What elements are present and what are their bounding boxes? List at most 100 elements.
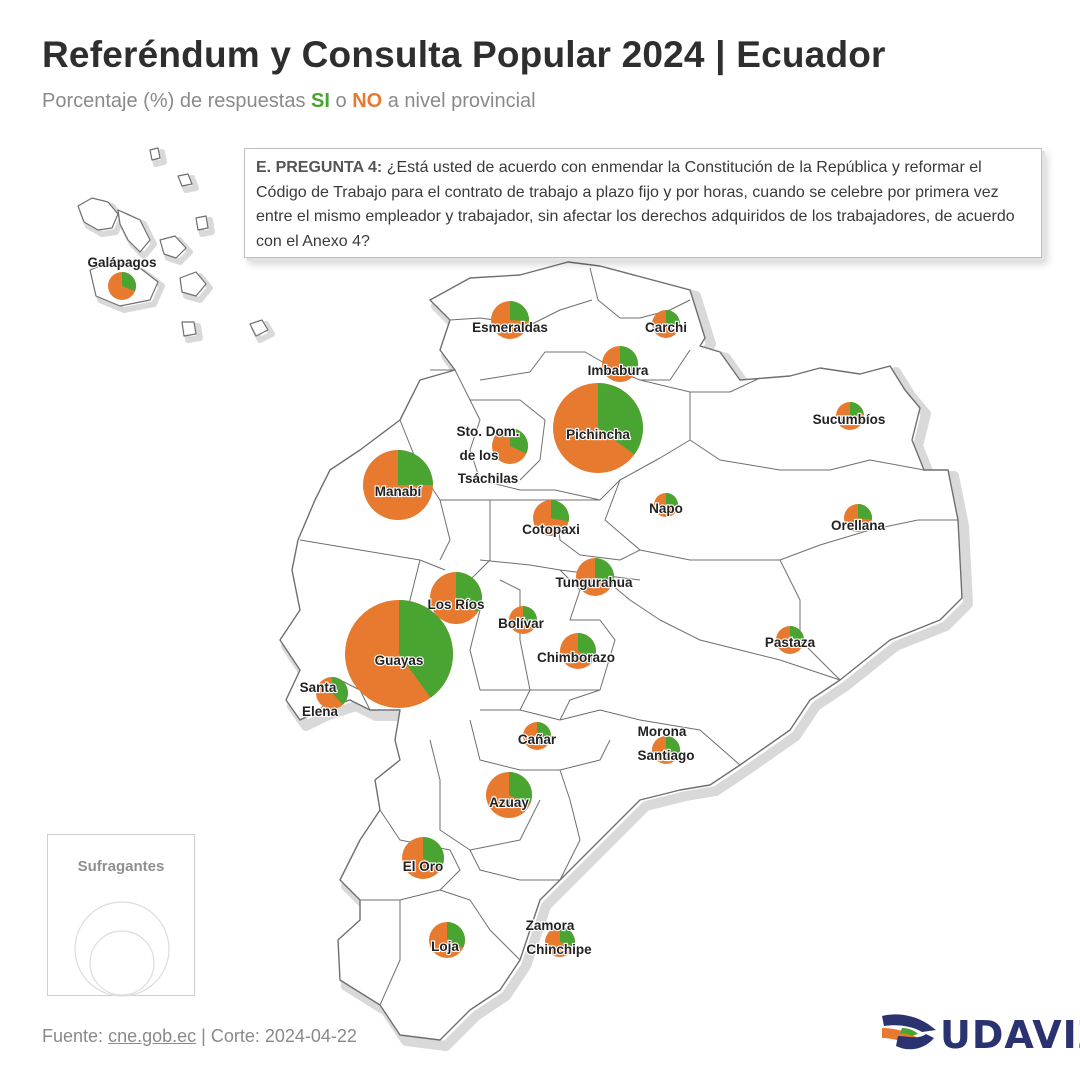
province-label: Bolívar [498,616,545,631]
pie-zamora-chinchipe: Zamora Chinchipe [525,917,594,958]
island-outline [195,215,209,231]
pie-slice-si [595,558,615,589]
province-border [559,569,616,721]
province-label: Azuay [489,795,529,810]
province-label: Cañar [518,732,557,747]
province-border [469,849,560,881]
island-outline [177,173,193,187]
island-outline [149,147,161,161]
pie-slice-si [332,677,348,705]
pie-slice-si [551,500,569,522]
page-subtitle: Porcentaje (%) de respuestas SI o NO a n… [42,90,536,113]
province-label: Sucumbíos [813,412,886,427]
pie-slice-si [537,722,551,741]
province-label: El Oro [403,859,444,874]
province-border [639,377,761,393]
pie-slice-si [666,310,680,326]
pie-slice-si [510,428,529,454]
province-border [599,574,841,681]
legend-circle-large [74,901,170,997]
pie-sucumbios: Sucumbíos [812,402,886,430]
udaviz-logo-icon [882,1014,936,1050]
pie-sto-dom-de-los-tsachilas: Sto. Dom. de los Tsáchilas [455,423,529,487]
pie-manabi: Manabí [363,450,433,520]
pie-slice-si [523,606,537,623]
province-border [430,369,621,501]
pie-pastaza: Pastaza [764,626,817,654]
pie-slice-si [620,346,638,373]
province-label: Carchi [645,320,687,335]
pie-slice-si [790,626,804,648]
pie-el-oro: El Oro [402,837,444,879]
pie-guayas: Guayas [345,600,454,708]
province-label: Morona [638,724,687,739]
legend-circle-small [89,930,155,996]
source-link[interactable]: cne.gob.ec [108,1026,197,1046]
subtitle-or: o [335,90,347,112]
pie-slice-si [399,600,454,698]
province-border [439,889,521,961]
province-label: Santiago [637,748,694,763]
udaviz-logo-text: UDAVIZ [940,1013,1080,1057]
province-label: Elena [302,704,339,719]
pie-canar: Cañar [517,722,558,750]
province-borders [77,147,963,1041]
province-label: Pichincha [566,427,630,442]
province-border [470,399,546,481]
pie-morona-santiago: Morona Santiago [636,723,695,764]
source-note: Fuente: cne.gob.ec | Corte: 2024-04-22 [42,1026,357,1047]
province-label: Sto. Dom. [457,424,520,439]
province-label: Guayas [375,653,424,668]
pie-napo: Napo [648,493,684,517]
pie-slice-si [398,450,433,485]
province-border [299,539,446,571]
province-border [449,299,593,326]
subtitle-no: NO [352,90,383,112]
subtitle-yes: SI [311,90,330,112]
province-border [779,519,958,561]
question-text: ¿Está usted de acuerdo con enmendar la C… [256,159,1015,250]
province-label: Napo [649,501,683,516]
source-prefix: Fuente: [42,1026,104,1046]
pie-imbabura: Imbabura [587,346,650,382]
province-pies: Galápagos Esmeraldas Carchi Imbabura Sucumbí… [86,254,887,958]
island-outline [179,271,207,297]
subtitle-suffix: a nivel provincial [387,90,536,112]
province-border [379,900,401,1006]
pie-slice-si [858,504,872,520]
source-cut: | Corte: 2024-04-22 [201,1026,357,1046]
province-label: Cotopaxi [522,522,580,537]
pie-slice-si [578,633,596,660]
province-border [599,709,741,766]
pie-slice-si [509,772,532,805]
pie-esmeraldas: Esmeraldas [471,301,549,339]
pie-azuay: Azuay [486,772,532,818]
pie-santa-elena: Santa Elena [299,677,348,720]
pie-slice-si [456,572,482,612]
pie-slice-si [447,922,466,948]
pie-pichincha: Pichincha [553,383,644,473]
island-outline [249,319,269,337]
pie-bolivar: Bolívar [497,606,546,634]
province-border [559,769,581,881]
province-border [480,709,601,721]
mainland-outline [279,261,963,1041]
province-border [469,609,481,691]
pie-slice-si [423,837,444,870]
pie-carchi: Carchi [644,310,688,338]
island-outline [159,235,187,259]
island-outline [181,321,197,337]
province-label: Orellana [831,518,886,533]
size-legend: Sufragantes [47,834,195,997]
pie-chimborazo: Chimborazo [536,633,616,669]
pie-los-rios: Los Ríos [426,572,486,624]
pie-cotopaxi: Cotopaxi [521,500,581,538]
province-label: Los Ríos [427,597,484,612]
island-outline [77,197,119,231]
pie-slice-si [560,927,576,947]
pie-orellana: Orellana [830,504,887,534]
legend-circles [74,901,170,997]
page-title: Referéndum y Consulta Popular 2024 | Ecu… [42,34,886,75]
pie-slice-si [666,736,680,755]
